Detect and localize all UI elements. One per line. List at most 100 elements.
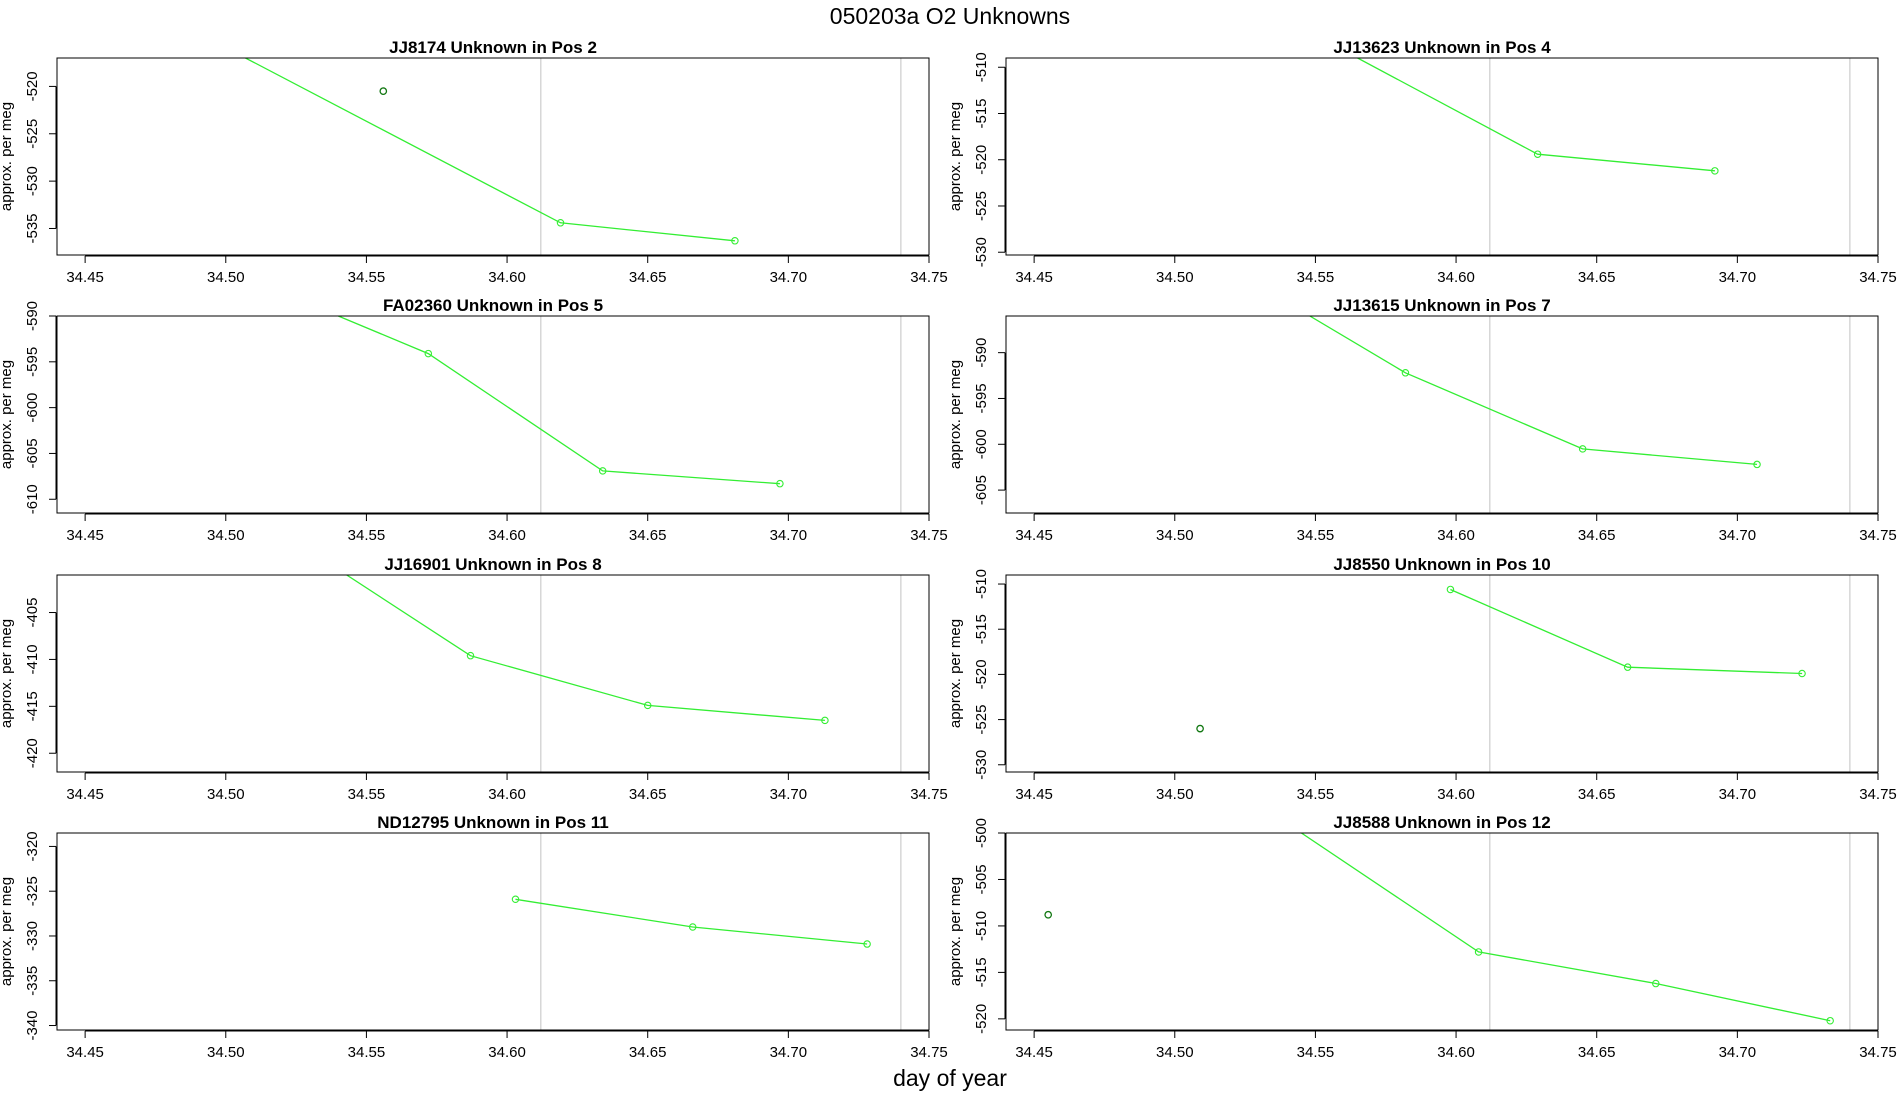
panel-title: JJ13623 Unknown in Pos 4 [1333,38,1551,57]
series-line [1309,316,1758,466]
x-tick-label: 34.60 [1437,269,1475,286]
x-tick-label: 34.70 [770,527,808,544]
series-line [1301,833,1831,1022]
x-tick-label: 34.45 [66,1044,104,1061]
y-tick-label: -530 [24,166,41,196]
chart-panel: JJ16901 Unknown in Pos 8 approx. per meg 3… [0,555,948,803]
x-tick-label: 34.55 [1297,269,1335,286]
y-tick-label: -405 [24,598,41,628]
x-tick-label: 34.50 [207,527,245,544]
y-axis-label: approx. per meg [0,360,15,469]
x-tick-label: 34.45 [1015,527,1053,544]
data-point [466,651,475,660]
chart-panel: JJ13623 Unknown in Pos 4 approx. per meg 3… [947,38,1897,286]
data-point [1401,369,1410,377]
plot-frame [1005,574,1879,773]
y-tick-label: -340 [24,1011,41,1041]
plot-frame [56,832,930,1031]
x-tick-label: 34.45 [1015,1044,1053,1061]
x-tick-label: 34.65 [1578,786,1616,803]
x-tick-label: 34.65 [629,786,667,803]
y-tick-label: -415 [24,691,41,721]
x-tick-label: 34.55 [348,527,386,544]
x-tick-label: 34.55 [1297,527,1335,544]
y-axis-label: approx. per meg [947,619,964,728]
data-point [1798,669,1806,678]
panel-title: JJ16901 Unknown in Pos 8 [384,555,601,574]
x-tick-label: 34.50 [1156,786,1194,803]
x-tick-label: 34.75 [910,269,948,286]
data-point [1623,663,1632,671]
x-tick-label: 34.55 [348,1044,386,1061]
x-tick-label: 34.65 [629,527,667,544]
x-tick-label: 34.65 [1578,269,1616,286]
panel-title: JJ8550 Unknown in Pos 10 [1333,555,1550,574]
y-tick-label: -590 [24,301,41,331]
plot-frame [56,315,930,514]
x-axis-label: day of year [893,1065,1007,1091]
data-point [1533,150,1542,158]
y-tick-label: -505 [973,864,990,894]
y-tick-label: -515 [973,614,990,644]
y-tick-label: -525 [973,705,990,735]
y-tick-label: -595 [973,383,990,413]
data-point [1826,1016,1834,1025]
y-tick-label: -600 [24,393,41,423]
y-tick-label: -420 [24,738,41,768]
data-point [776,479,784,488]
y-tick-label: -520 [24,71,41,101]
x-tick-label: 34.65 [1578,527,1616,544]
data-point [598,467,607,475]
x-tick-label: 34.60 [488,527,526,544]
data-point [1578,445,1587,453]
y-tick-label: -510 [973,911,990,941]
panels: JJ8174 Unknown in Pos 2 approx. per meg 34… [0,38,1897,1061]
y-axis-label: approx. per meg [0,619,15,728]
x-tick-label: 34.50 [1156,269,1194,286]
y-tick-label: -510 [973,569,990,599]
x-tick-label: 34.70 [1719,527,1757,544]
series-line [338,316,780,485]
y-tick-label: -535 [24,213,41,243]
x-tick-label: 34.45 [66,786,104,803]
outlier-point [1196,724,1204,733]
y-tick-label: -600 [973,429,990,459]
series-line [346,575,825,722]
x-tick-label: 34.75 [910,527,948,544]
y-tick-label: -320 [24,831,41,861]
x-tick-label: 34.50 [1156,1044,1194,1061]
x-tick-label: 34.55 [1297,1044,1335,1061]
data-point [1474,948,1483,956]
x-tick-label: 34.60 [1437,786,1475,803]
y-axis-label: approx. per meg [947,102,964,211]
data-point [424,349,433,358]
chart-panel: JJ8588 Unknown in Pos 12 approx. per meg 3… [947,813,1897,1061]
y-tick-label: -605 [24,438,41,468]
series-line [245,58,735,242]
x-tick-label: 34.75 [1859,786,1897,803]
x-tick-label: 34.60 [488,269,526,286]
series-line [1450,588,1803,675]
data-point [1652,979,1660,988]
x-tick-label: 34.55 [348,269,386,286]
series-line [1357,58,1715,172]
x-tick-label: 34.45 [1015,786,1053,803]
x-tick-label: 34.65 [1578,1044,1616,1061]
x-tick-label: 34.75 [910,786,948,803]
x-tick-label: 34.70 [1719,269,1757,286]
x-tick-label: 34.75 [910,1044,948,1061]
plot-frame [56,574,930,773]
x-tick-label: 34.70 [770,786,808,803]
data-point [821,716,829,725]
x-tick-label: 34.75 [1859,527,1897,544]
x-tick-label: 34.45 [66,269,104,286]
plot-frame [1005,315,1879,514]
chart-panel: JJ8550 Unknown in Pos 10 approx. per meg 3… [947,555,1897,803]
x-tick-label: 34.60 [1437,527,1475,544]
data-point [1446,585,1455,594]
x-tick-label: 34.70 [1719,786,1757,803]
y-tick-label: -330 [24,921,41,951]
chart-panel: JJ8174 Unknown in Pos 2 approx. per meg 34… [0,38,948,286]
data-point [1711,167,1719,175]
